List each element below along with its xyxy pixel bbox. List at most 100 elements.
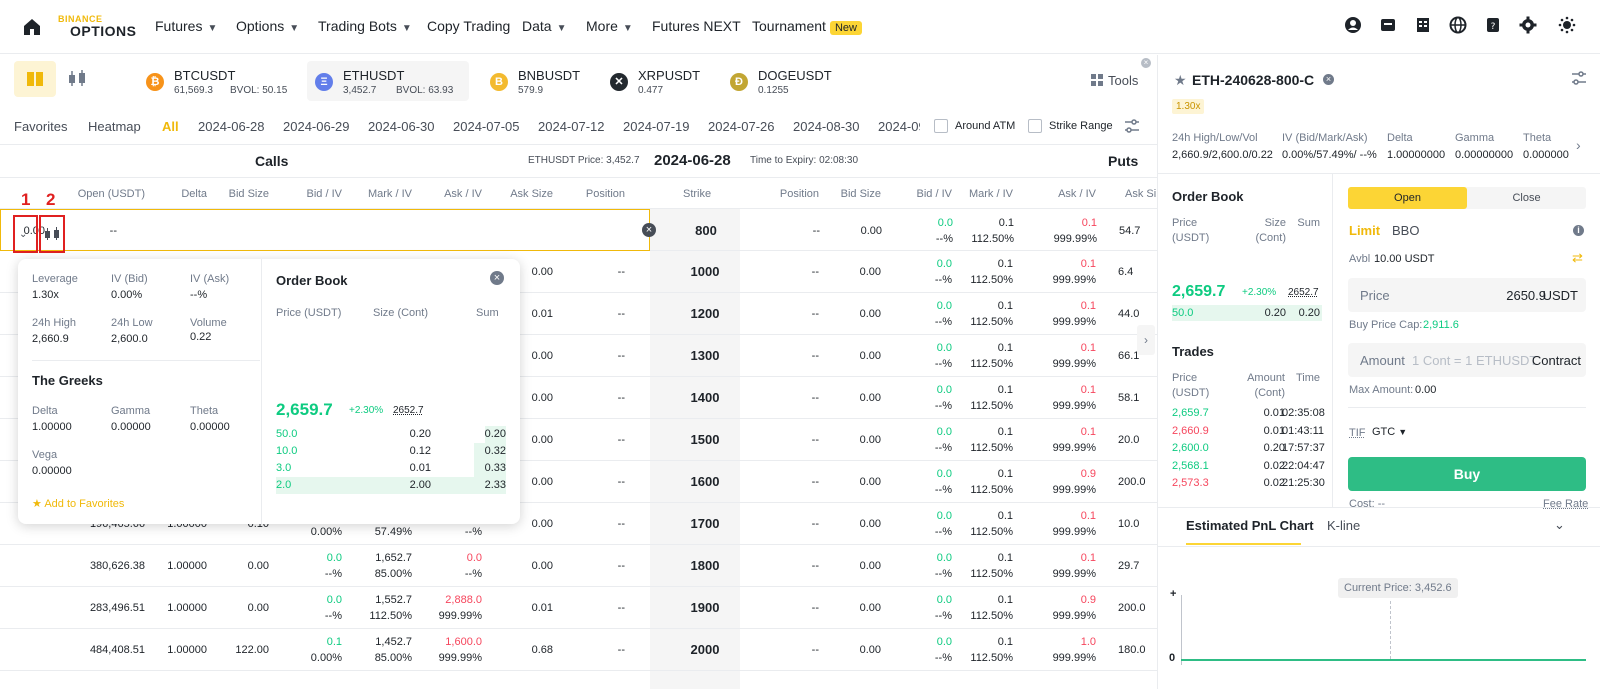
- add-to-favorites-button[interactable]: ★ Add to Favorites: [32, 497, 124, 510]
- user-icon[interactable]: [1343, 16, 1363, 36]
- view-mode-tquote-button[interactable]: [14, 61, 56, 97]
- chevron-down-icon[interactable]: ⌄: [1554, 517, 1565, 532]
- wallet-icon[interactable]: [1378, 16, 1398, 36]
- buy-button[interactable]: Buy: [1348, 457, 1586, 491]
- table-row-put-side[interactable]: [650, 209, 1157, 251]
- kline-tab[interactable]: K-line: [1327, 518, 1361, 533]
- cell-pask[interactable]: 0.1: [1080, 384, 1096, 396]
- ob-bid-row[interactable]: 10.0 0.12 0.32: [276, 443, 506, 460]
- open-tab[interactable]: Open: [1348, 187, 1467, 209]
- tab-expiry[interactable]: 2024-07-26: [708, 119, 775, 134]
- limit-tab[interactable]: Limit: [1349, 223, 1381, 238]
- candlestick-icon[interactable]: [44, 227, 60, 244]
- cell-pbid[interactable]: 0.0: [936, 636, 952, 648]
- home-icon[interactable]: [22, 17, 42, 37]
- ob-bid-row[interactable]: 50.0 0.20 0.20: [1172, 305, 1322, 321]
- cell-bid[interactable]: 0.0: [326, 594, 342, 606]
- cell-pbid[interactable]: 0.0: [936, 510, 952, 522]
- close-tab[interactable]: Close: [1512, 192, 1541, 204]
- panel-settings-icon[interactable]: [1571, 70, 1587, 89]
- symbol-bnbusdt[interactable]: B BNBUSDT 579.9: [482, 61, 582, 101]
- ob-bid-row[interactable]: 2.0 2.00 2.33: [276, 477, 506, 494]
- table-row[interactable]: 0.00 -- -- 0.00 0.0 --% 0.1 112.50% 0.1 999.99% 10…: [0, 251, 1157, 293]
- cell-pask[interactable]: 0.1: [1080, 552, 1096, 564]
- fee-rate-link[interactable]: Fee Rate: [1543, 498, 1589, 510]
- binance-options-logo[interactable]: BINANCE OPTIONS: [58, 14, 137, 39]
- tab-expiry[interactable]: 2024-07-05: [453, 119, 520, 134]
- table-row[interactable]: 0.01 -- -- 0.00 0.0 --% 0.1 112.50% 0.1 999.99% 12…: [0, 293, 1157, 335]
- symbol-dogeusdt[interactable]: Ð DOGEUSDT 0.1255: [722, 61, 832, 101]
- info-icon[interactable]: i: [1573, 225, 1584, 236]
- symbol-btcusdt[interactable]: ₿ BTCUSDT 61,569.3 BVOL: 50.15: [138, 61, 288, 101]
- cell-ask[interactable]: 0.0: [466, 552, 482, 564]
- theme-icon[interactable]: [1557, 16, 1577, 36]
- cell-pask[interactable]: 0.9: [1080, 594, 1096, 606]
- ob-bid-row[interactable]: 50.0 0.20 0.20: [276, 426, 506, 443]
- bbo-tab[interactable]: BBO: [1392, 223, 1420, 238]
- strike-range-checkbox[interactable]: [1028, 119, 1042, 133]
- amount-input[interactable]: Amount 1 Cont = 1 ETHUSDT Contract: [1348, 343, 1586, 377]
- cell-pask[interactable]: 0.1: [1080, 300, 1096, 312]
- close-icon[interactable]: ×: [642, 223, 656, 237]
- cell-pbid[interactable]: 0.0: [936, 384, 952, 396]
- nav-more[interactable]: More ▼: [586, 18, 633, 34]
- close-icon[interactable]: ×: [490, 271, 504, 285]
- cell-pbid[interactable]: 0.0: [936, 300, 952, 312]
- nav-trading-bots[interactable]: Trading Bots ▼: [318, 18, 412, 34]
- tab-favorites[interactable]: Favorites: [14, 119, 68, 134]
- download-icon[interactable]: ?: [1483, 16, 1503, 36]
- cell-pask[interactable]: 0.9: [1080, 468, 1096, 480]
- symbol-xrpusdt[interactable]: ✕ XRPUSDT 0.477: [602, 61, 702, 101]
- stats-scroll-arrow[interactable]: ›: [1576, 137, 1581, 153]
- tab-expiry[interactable]: 2024-07-12: [538, 119, 605, 134]
- cell-bid[interactable]: 0.0: [326, 552, 342, 564]
- close-icon[interactable]: ×: [1141, 58, 1151, 68]
- nav-copy-trading[interactable]: Copy Trading: [427, 18, 510, 34]
- symbol-ethusdt[interactable]: Ξ ETHUSDT 3,452.7 BVOL: 63.93: [307, 61, 469, 101]
- cell-pask[interactable]: 0.1: [1081, 217, 1097, 229]
- cell-pbid[interactable]: 0.0: [936, 552, 952, 564]
- tab-expiry[interactable]: 2024-06-30: [368, 119, 435, 134]
- scroll-right-arrow[interactable]: ›: [1137, 325, 1155, 355]
- filter-settings-icon[interactable]: [1124, 118, 1140, 137]
- tab-expiry[interactable]: 2024-07-19: [623, 119, 690, 134]
- tab-expiry[interactable]: 2024-06-28: [198, 119, 265, 134]
- expand-chevron-icon[interactable]: ⌄: [19, 229, 28, 240]
- table-row[interactable]: 2,516.131.000000.2050.00.00%2,652.757.49…: [0, 209, 1140, 251]
- view-mode-chart-button[interactable]: [68, 69, 88, 89]
- favorite-star-icon[interactable]: ★: [1174, 72, 1187, 88]
- cell-ask[interactable]: 2,888.0: [445, 594, 482, 606]
- nav-tournament[interactable]: Tournament New: [752, 18, 862, 35]
- cell-pbid[interactable]: 0.0: [936, 342, 952, 354]
- tools-button[interactable]: Tools: [1091, 73, 1138, 88]
- tif-select[interactable]: GTC ▼: [1372, 426, 1407, 438]
- tab-heatmap[interactable]: Heatmap: [88, 119, 141, 134]
- table-row[interactable]: 0.00 -- -- 0.00 0.0 --% 0.1 112.50% 0.1 999.99% 15…: [0, 419, 1157, 461]
- table-row[interactable]: 0.00 -- -- 0.00 0.0 --% 0.1 112.50% 0.1 999.99% 13…: [0, 335, 1157, 377]
- table-row[interactable]: 0.00 -- -- 0.00 0.0 --% 0.1 112.50% 0.1 999.99% 14…: [0, 377, 1157, 419]
- pnl-chart-tab[interactable]: Estimated PnL Chart: [1186, 518, 1314, 533]
- cell-bid[interactable]: 0.1: [326, 636, 342, 648]
- cell-pask[interactable]: 0.1: [1080, 342, 1096, 354]
- tab-expiry[interactable]: 2024-06-29: [283, 119, 350, 134]
- table-row[interactable]: 283,496.51 1.00000 0.00 0.0 --% 1,552.7 112.50…: [0, 587, 1157, 629]
- settings-icon[interactable]: [1518, 16, 1538, 36]
- ob-bid-row[interactable]: 3.0 0.01 0.33: [276, 460, 506, 477]
- globe-icon[interactable]: [1448, 16, 1468, 36]
- cell-pbid[interactable]: 0.0: [936, 258, 952, 270]
- tab-expiry[interactable]: 2024-09: [878, 119, 920, 134]
- cell-pask[interactable]: 0.1: [1080, 426, 1096, 438]
- price-input[interactable]: Price 2650.9 USDT: [1348, 278, 1586, 312]
- cell-pbid[interactable]: 0.0: [937, 217, 953, 229]
- orders-icon[interactable]: [1413, 16, 1433, 36]
- cell-pbid[interactable]: 0.0: [936, 426, 952, 438]
- around-atm-checkbox[interactable]: [934, 119, 948, 133]
- table-row[interactable]: 484,408.51 1.00000 122.00 0.1 0.00% 1,452.7 85…: [0, 629, 1157, 671]
- tab-expiry[interactable]: 2024-08-30: [793, 119, 860, 134]
- nav-futures[interactable]: Futures ▼: [155, 18, 217, 34]
- close-icon[interactable]: ×: [1323, 74, 1334, 85]
- tab-all[interactable]: All: [162, 119, 179, 134]
- table-row[interactable]: 380,626.38 1.00000 0.00 0.0 --% 1,652.7 85.00%…: [0, 545, 1157, 587]
- cell-pask[interactable]: 0.1: [1080, 258, 1096, 270]
- cell-pask[interactable]: 0.1: [1080, 510, 1096, 522]
